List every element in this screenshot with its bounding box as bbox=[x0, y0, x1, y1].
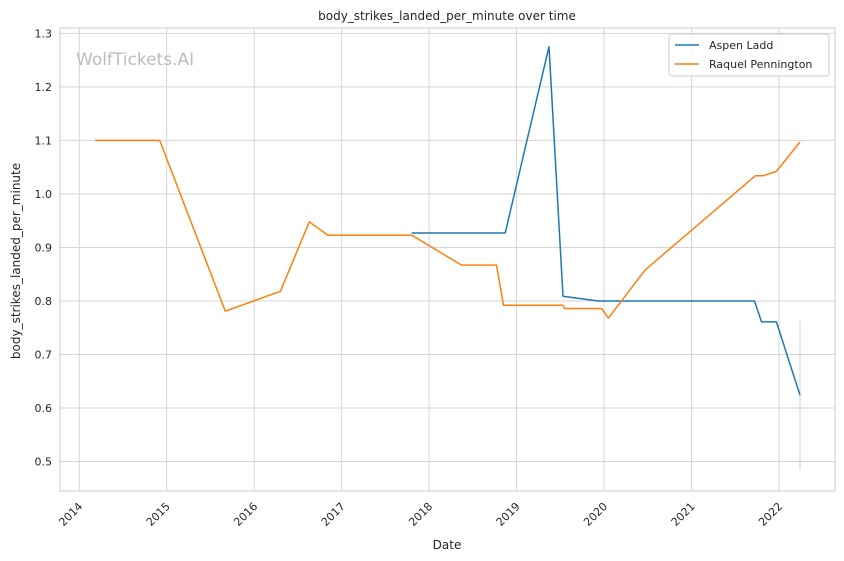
x-tick-label: 2015 bbox=[144, 500, 173, 529]
plot-area bbox=[59, 27, 836, 492]
series-lines bbox=[95, 45, 801, 396]
y-tick-label: 0.7 bbox=[35, 349, 53, 362]
series-line-2 bbox=[95, 139, 801, 319]
legend-label: Raquel Pennington bbox=[709, 58, 812, 71]
series-line-1 bbox=[411, 45, 801, 396]
y-tick-label: 1.3 bbox=[35, 27, 53, 40]
x-tick-label: 2016 bbox=[231, 500, 260, 529]
y-tick-label: 1.0 bbox=[35, 188, 53, 201]
y-tick-label: 0.9 bbox=[35, 241, 53, 254]
x-tick-label: 2019 bbox=[494, 500, 523, 529]
y-axis-label: body_strikes_landed_per_minute bbox=[9, 163, 23, 359]
legend-box bbox=[668, 33, 830, 77]
y-tick-label: 0.5 bbox=[35, 456, 53, 469]
x-tick-label: 2021 bbox=[669, 500, 698, 529]
x-tick-label: 2017 bbox=[319, 500, 348, 529]
legend: Aspen Ladd Raquel Pennington bbox=[668, 33, 830, 77]
y-tick-label: 1.1 bbox=[35, 134, 53, 147]
x-tick-label: 2014 bbox=[56, 500, 85, 529]
x-axis-ticks: 2014 2015 2016 2017 2018 2019 2020 2021 2022 bbox=[56, 500, 785, 529]
x-tick-label: 2018 bbox=[406, 500, 435, 529]
y-tick-label: 0.8 bbox=[35, 295, 53, 308]
x-tick-label: 2020 bbox=[581, 500, 610, 529]
chart-title: body_strikes_landed_per_minute over time bbox=[318, 9, 576, 23]
legend-label: Aspen Ladd bbox=[709, 39, 773, 52]
grid-lines bbox=[60, 28, 835, 491]
y-tick-label: 0.6 bbox=[35, 402, 53, 415]
y-tick-label: 1.2 bbox=[35, 81, 53, 94]
x-axis-label: Date bbox=[433, 538, 462, 552]
watermark-text: WolfTickets.AI bbox=[76, 50, 194, 70]
x-tick-label: 2022 bbox=[756, 500, 785, 529]
y-axis-ticks: 0.5 0.6 0.7 0.8 0.9 1.0 1.1 1.2 1.3 bbox=[35, 27, 53, 468]
